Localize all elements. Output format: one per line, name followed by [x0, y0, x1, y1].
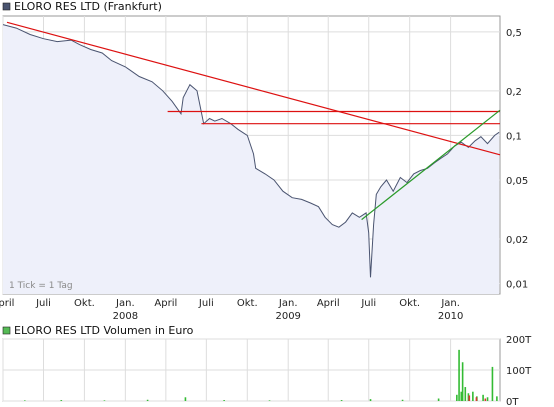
x-tick-label: April	[154, 298, 177, 309]
x-tick-label: Okt.	[74, 298, 95, 309]
volume-bars	[24, 349, 498, 401]
x-tick-label: Juli	[360, 298, 376, 309]
x-tick-label: Juli	[35, 298, 51, 309]
support-trendline	[361, 109, 501, 221]
resistance-trendline	[6, 21, 501, 156]
volume-bar	[401, 399, 404, 401]
volume-bar-red	[475, 397, 478, 401]
volume-bar	[268, 400, 271, 401]
tick-note: 1 Tick = 1 Tag	[9, 281, 73, 291]
volume-bar	[369, 399, 372, 401]
volume-y-tick-label: 0T	[506, 397, 519, 407]
volume-bar-red	[484, 398, 487, 401]
volume-bar	[458, 349, 460, 401]
y-tick-label: 0,2	[506, 87, 522, 98]
x-tick-label: April	[0, 298, 14, 309]
x-tick-labels: April Juli Okt. Jan. 2008 April Juli Okt. Jan. 20…	[0, 298, 463, 322]
x-tick-label: Jan.	[278, 298, 298, 309]
volume-bar	[223, 400, 225, 401]
y-tick-label: 0,5	[506, 28, 522, 39]
x-tick-label: Jan.	[440, 298, 460, 309]
volume-bar	[437, 398, 440, 401]
volume-y-tick-labels: 0T 100T 200T	[506, 335, 532, 407]
volume-bar	[60, 400, 63, 401]
volume-chart-title: ELORO RES LTD Volumen in Euro	[14, 324, 194, 337]
main-legend: ELORO RES LTD (Frankfurt)	[2, 0, 162, 13]
x-tick-year-label: 2010	[438, 311, 463, 322]
volume-y-tick-label: 100T	[506, 366, 532, 377]
x-tick-label: Jan.	[115, 298, 135, 309]
volume-legend: ELORO RES LTD Volumen in Euro	[2, 324, 194, 337]
volume-bar	[184, 397, 187, 401]
trend-lines	[6, 21, 501, 221]
y-tick-label: 0,02	[506, 235, 528, 246]
volume-bar	[340, 400, 343, 401]
volume-bar	[491, 366, 494, 401]
volume-bar	[467, 393, 470, 401]
volume-legend-swatch	[2, 326, 11, 335]
volume-y-tick-label: 200T	[506, 335, 532, 346]
volume-bar	[464, 387, 467, 401]
volume-bar	[461, 362, 464, 401]
y-tick-label: 0,05	[506, 176, 528, 187]
volume-bar	[472, 391, 474, 401]
y-tick-label: 0,1	[506, 131, 522, 142]
main-y-tick-labels: 0,5 0,2 0,1 0,05 0,02 0,01	[506, 28, 528, 291]
x-tick-label: Okt.	[399, 298, 420, 309]
volume-bar-red	[468, 395, 471, 401]
volume-bar	[486, 397, 489, 401]
volume-gridlines	[2, 338, 500, 402]
x-tick-label: Okt.	[237, 298, 258, 309]
x-tick-year-label: 2009	[275, 311, 300, 322]
x-tick-label: Juli	[198, 298, 214, 309]
x-tick-label: April	[317, 298, 340, 309]
volume-bar	[456, 394, 458, 401]
main-legend-swatch	[2, 2, 11, 11]
volume-bar	[146, 399, 149, 401]
volume-bar	[24, 400, 26, 401]
x-tick-year-label: 2008	[113, 311, 138, 322]
main-chart-title: ELORO RES LTD (Frankfurt)	[14, 0, 162, 13]
volume-bar	[482, 394, 484, 401]
volume-bar	[496, 396, 498, 401]
y-tick-label: 0,01	[506, 280, 528, 291]
price-area	[3, 24, 500, 294]
volume-bar	[460, 391, 463, 401]
volume-bar	[103, 400, 106, 401]
